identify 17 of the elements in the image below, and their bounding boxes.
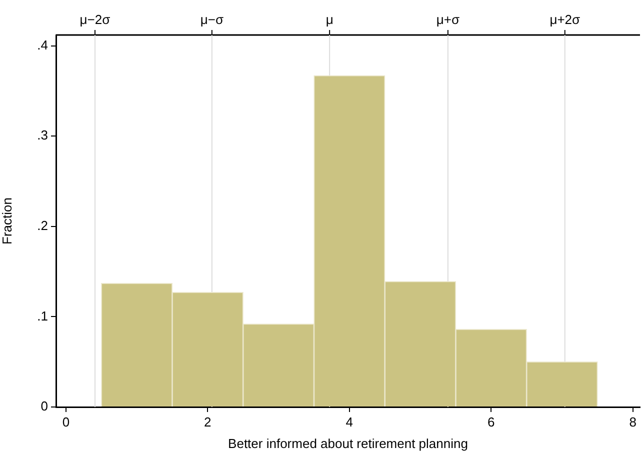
x-tick-label: 2 <box>204 414 212 430</box>
y-axis-title: Fraction <box>0 198 14 244</box>
y-tick-label: .3 <box>37 128 48 143</box>
y-tick-label: .4 <box>37 37 48 52</box>
x-axis-title: Better informed about retirement planning <box>228 436 468 451</box>
ref-line-label: μ−σ <box>200 12 224 28</box>
x-tick-label: 8 <box>629 414 637 430</box>
y-tick-label: .1 <box>37 308 48 324</box>
ref-line-label: μ+2σ <box>550 12 580 28</box>
x-tick-label: 0 <box>62 414 70 430</box>
y-tick-label: .2 <box>37 218 48 233</box>
x-tick-label: 4 <box>346 414 354 430</box>
y-tick-label: 0 <box>40 398 48 414</box>
ref-line-label: μ <box>326 12 334 28</box>
x-tick-label: 6 <box>488 414 495 430</box>
ref-line-label: μ+σ <box>436 12 460 28</box>
ref-line-label: μ−2σ <box>80 12 110 28</box>
